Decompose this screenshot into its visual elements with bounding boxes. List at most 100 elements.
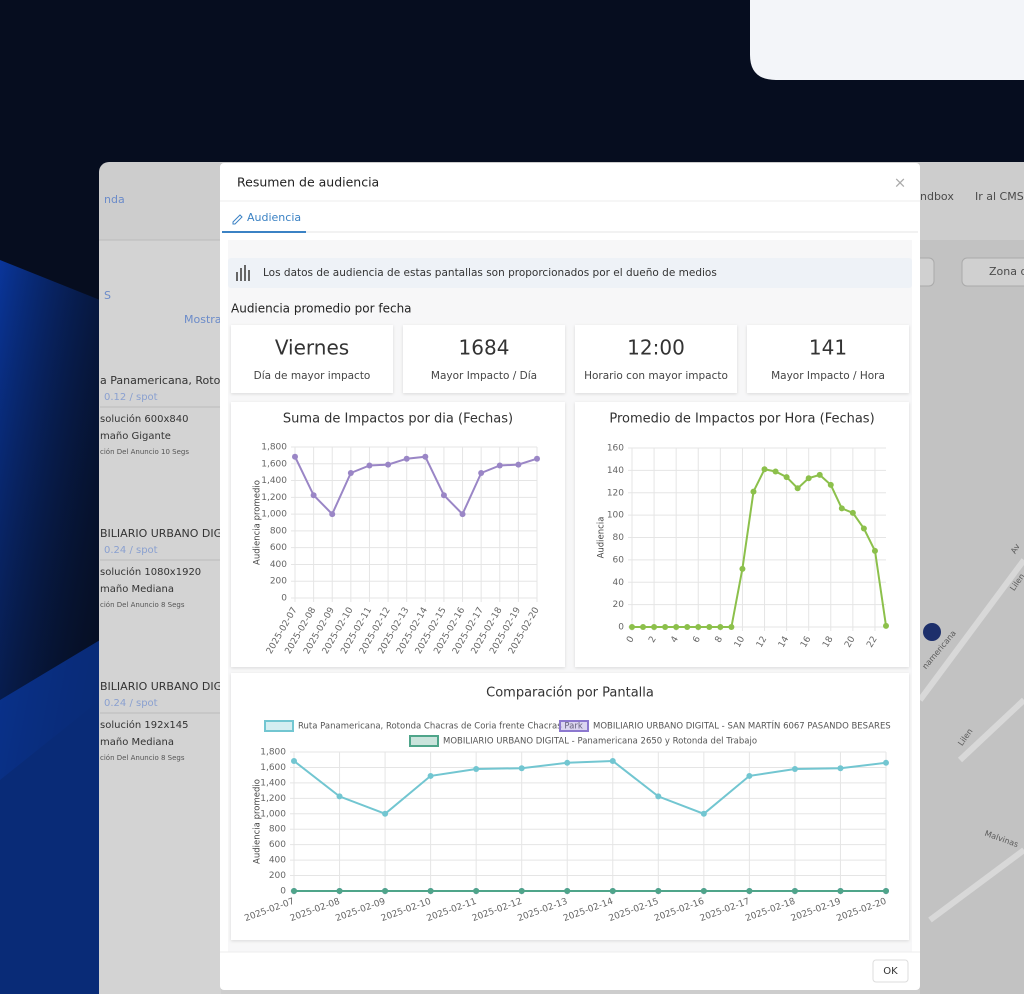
data-point xyxy=(403,455,410,462)
stat-value: Viernes xyxy=(275,336,349,360)
legend-item[interactable]: MOBILIARIO URBANO DIGITAL - Panamericana… xyxy=(409,735,757,747)
x-tick-label: 12 xyxy=(755,635,769,650)
y-tick-label: 400 xyxy=(270,560,287,570)
x-tick-label: 8 xyxy=(714,635,726,645)
legend-label: Ruta Panamericana, Rotonda Chacras de Co… xyxy=(298,722,583,732)
y-tick-label: 80 xyxy=(613,533,625,543)
data-point xyxy=(761,466,768,473)
data-point xyxy=(717,624,724,630)
item-name: a Panamericana, Rotond xyxy=(100,374,234,387)
item-resolution: solución 600x840 xyxy=(100,413,188,425)
data-point xyxy=(651,624,658,630)
data-point xyxy=(700,810,707,817)
data-point xyxy=(382,810,389,817)
x-tick-label: 4 xyxy=(669,635,681,645)
data-point xyxy=(609,757,616,764)
y-tick-label: 200 xyxy=(270,577,287,587)
tab[interactable]: Audiencia xyxy=(247,211,301,224)
y-tick-label: 0 xyxy=(618,623,624,633)
legend-swatch xyxy=(559,720,589,732)
y-tick-label: 1,400 xyxy=(261,476,287,486)
data-point xyxy=(518,765,525,772)
item-resolution: solución 1080x1920 xyxy=(100,566,201,578)
item-size: maño Mediana xyxy=(100,584,174,595)
stat-value: 12:00 xyxy=(627,336,685,360)
close-button[interactable]: × xyxy=(894,174,907,192)
data-point xyxy=(750,488,757,495)
data-point xyxy=(427,772,434,779)
y-tick-label: 1,600 xyxy=(260,763,286,773)
data-point xyxy=(564,759,571,766)
item-price: 0.24 / spot xyxy=(104,698,158,709)
legend-item[interactable]: Ruta Panamericana, Rotonda Chacras de Co… xyxy=(264,720,583,732)
y-tick-label: 800 xyxy=(270,526,287,536)
item-duration: ción Del Anuncio 8 Segs xyxy=(100,754,185,762)
link: Mostrar xyxy=(184,313,227,326)
zone-input xyxy=(961,257,1024,287)
stat-label: Mayor Impacto / Hora xyxy=(771,370,885,382)
data-point xyxy=(336,793,343,800)
data-point xyxy=(655,793,662,800)
data-point xyxy=(883,622,889,629)
stat-label: Día de mayor impacto xyxy=(254,370,371,382)
chart-card xyxy=(231,673,909,940)
data-point xyxy=(791,765,798,772)
info-icon xyxy=(236,265,250,281)
item-price: 0.12 / spot xyxy=(104,392,158,403)
data-point xyxy=(347,470,354,477)
ok-button[interactable] xyxy=(872,959,909,983)
data-point xyxy=(473,888,480,894)
data-point xyxy=(883,759,889,766)
data-point xyxy=(564,888,571,894)
side-list xyxy=(99,240,221,994)
data-point xyxy=(515,461,522,468)
item-duration: ción Del Anuncio 10 Segs xyxy=(100,448,189,456)
data-point xyxy=(695,624,702,630)
stat-value: 141 xyxy=(809,336,847,360)
chart-title: Comparación por Pantalla xyxy=(486,686,654,701)
data-point xyxy=(849,509,856,516)
data-point xyxy=(837,765,844,772)
data-point xyxy=(329,511,336,518)
data-point xyxy=(459,511,466,518)
data-point xyxy=(728,624,735,630)
item-duration: ción Del Anuncio 8 Segs xyxy=(100,601,185,609)
data-point xyxy=(291,757,297,764)
data-point xyxy=(291,888,297,894)
legend-swatch xyxy=(264,720,294,732)
y-tick-label: 800 xyxy=(269,825,286,835)
data-point xyxy=(496,462,503,469)
data-point xyxy=(662,624,669,630)
y-tick-label: 1,800 xyxy=(261,443,287,453)
data-point xyxy=(427,888,434,894)
legend-item[interactable]: MOBILIARIO URBANO DIGITAL - SAN MARTÍN 6… xyxy=(559,720,891,732)
data-point xyxy=(746,888,753,894)
data-point xyxy=(783,474,790,481)
data-point xyxy=(827,481,834,488)
y-tick-label: 1,200 xyxy=(261,493,287,503)
link: nda xyxy=(104,193,125,206)
y-tick-label: 60 xyxy=(613,555,625,565)
chart-card xyxy=(231,402,565,667)
data-point xyxy=(871,547,878,554)
stats: Viernes Día de mayor impacto 1684 Mayor Imp… xyxy=(231,325,909,393)
link: Ir al CMS xyxy=(975,190,1024,203)
y-tick-label: 600 xyxy=(270,543,287,553)
data-point xyxy=(838,505,845,512)
item-size: maño Mediana xyxy=(100,737,174,748)
chart-title: Suma de Impactos por dia (Fechas) xyxy=(283,412,513,427)
glow xyxy=(0,640,100,994)
y-tick-label: 1,800 xyxy=(260,748,286,758)
x-tick-label: 22 xyxy=(865,635,879,650)
data-point xyxy=(518,888,525,894)
data-point xyxy=(385,461,392,468)
ok-label: OK xyxy=(883,966,898,977)
data-point xyxy=(478,470,485,477)
edit-icon xyxy=(232,214,243,225)
info-box xyxy=(228,258,912,288)
data-point xyxy=(700,888,707,894)
stat-card xyxy=(575,325,737,393)
tab: S xyxy=(104,289,111,302)
data-point xyxy=(336,888,343,894)
